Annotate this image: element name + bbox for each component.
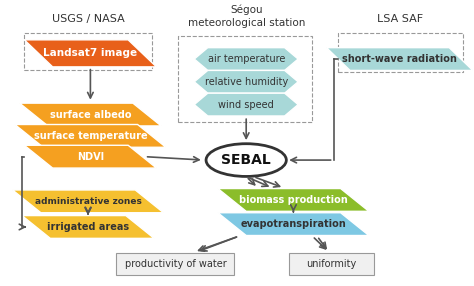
Text: LSA SAF: LSA SAF xyxy=(376,13,423,23)
Text: productivity of water: productivity of water xyxy=(125,259,226,269)
Polygon shape xyxy=(218,188,369,211)
Polygon shape xyxy=(15,124,166,147)
Ellipse shape xyxy=(206,144,286,176)
Text: NDVI: NDVI xyxy=(77,152,104,162)
Text: administrative zones: administrative zones xyxy=(35,197,141,206)
FancyBboxPatch shape xyxy=(289,253,374,275)
Text: uniformity: uniformity xyxy=(306,259,356,269)
Polygon shape xyxy=(218,213,369,235)
Text: biomass production: biomass production xyxy=(239,195,348,205)
Text: surface albedo: surface albedo xyxy=(50,110,131,120)
Text: air temperature: air temperature xyxy=(208,54,285,64)
Polygon shape xyxy=(24,40,156,67)
Text: evapotranspiration: evapotranspiration xyxy=(240,219,346,229)
Text: wind speed: wind speed xyxy=(219,100,274,110)
Polygon shape xyxy=(12,190,164,213)
Polygon shape xyxy=(24,145,156,168)
Polygon shape xyxy=(194,93,298,116)
Polygon shape xyxy=(327,48,473,70)
Polygon shape xyxy=(194,70,298,93)
Text: SEBAL: SEBAL xyxy=(221,153,271,167)
Text: Landsat7 image: Landsat7 image xyxy=(43,48,137,58)
Text: Ségou
meteorological station: Ségou meteorological station xyxy=(188,5,305,28)
Text: relative humidity: relative humidity xyxy=(205,77,288,87)
Text: USGS / NASA: USGS / NASA xyxy=(52,13,124,23)
Text: surface temperature: surface temperature xyxy=(34,131,147,141)
Polygon shape xyxy=(19,103,161,126)
FancyBboxPatch shape xyxy=(116,253,234,275)
Polygon shape xyxy=(194,48,298,70)
Text: short-wave radiation: short-wave radiation xyxy=(342,54,457,64)
Polygon shape xyxy=(22,216,154,238)
Text: irrigated areas: irrigated areas xyxy=(47,222,129,232)
